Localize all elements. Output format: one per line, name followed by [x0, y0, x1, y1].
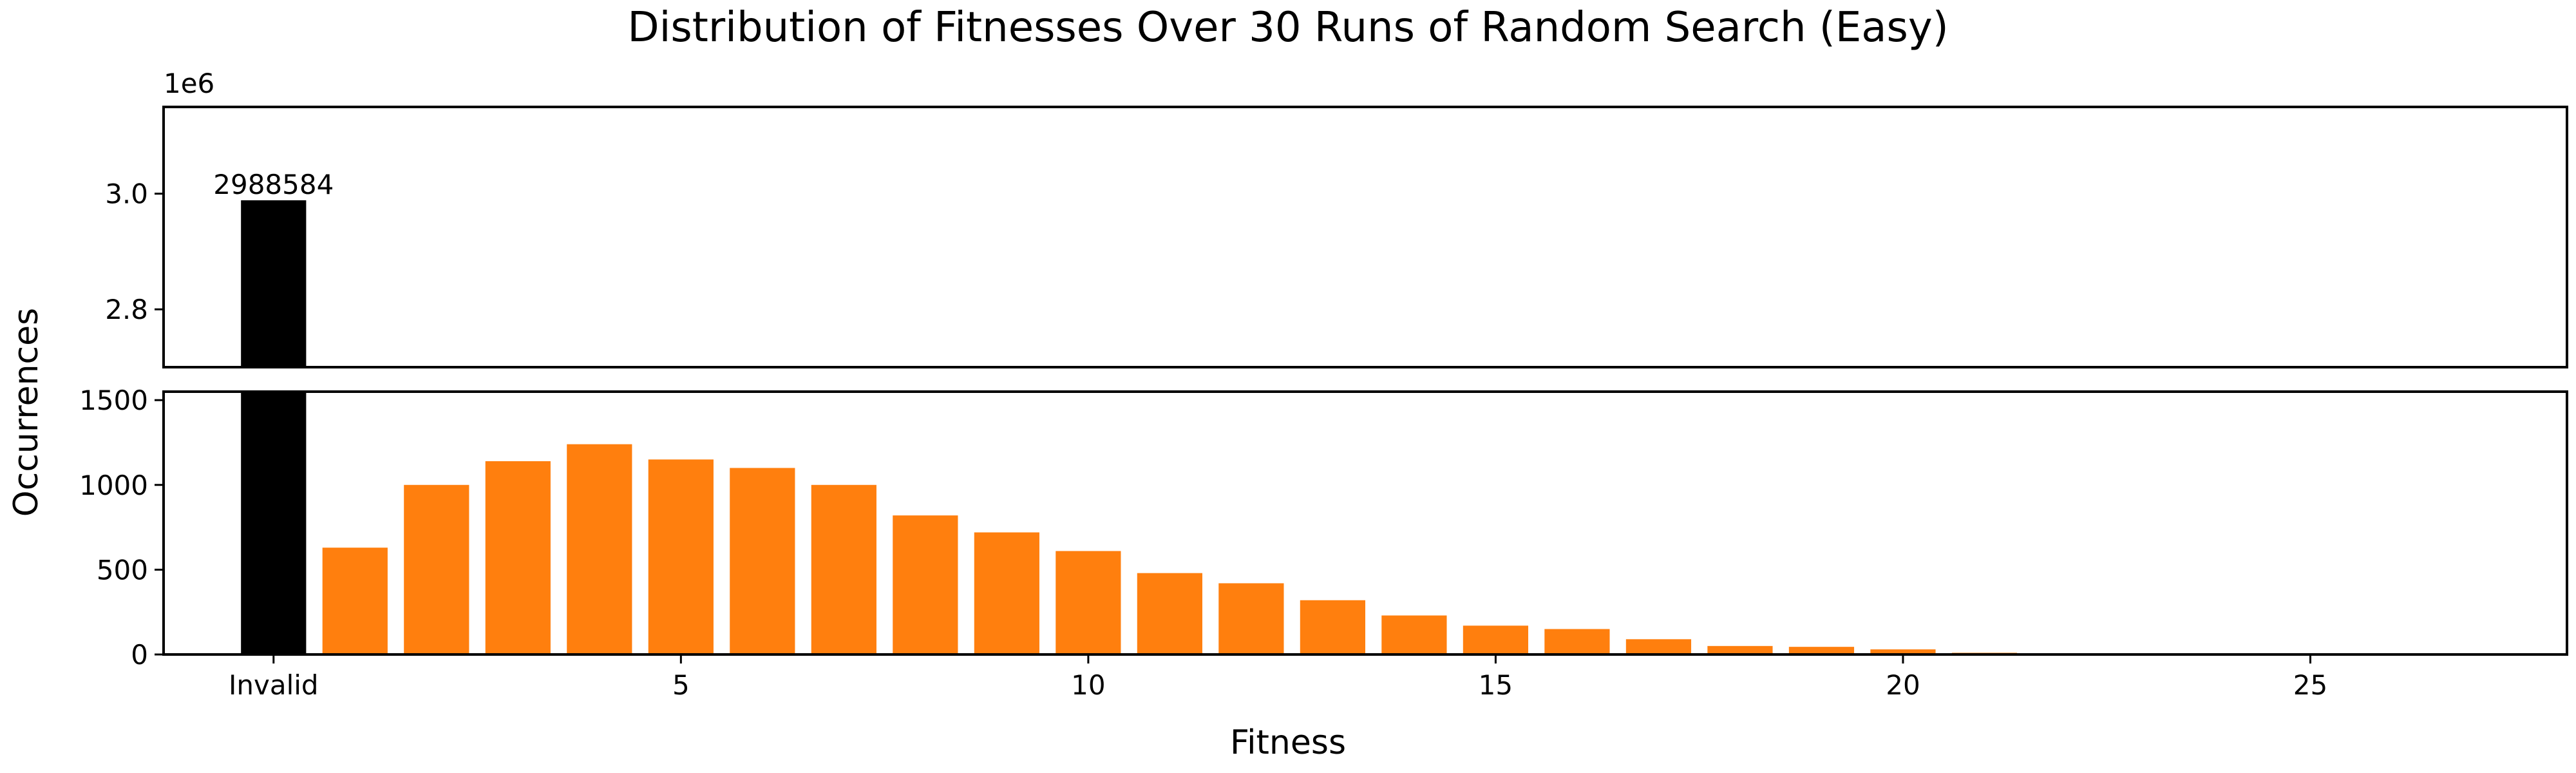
bar-fitness-10	[1056, 551, 1121, 654]
y-axis-label: Occurrences	[7, 308, 46, 517]
chart-title: Distribution of Fitnesses Over 30 Runs o…	[627, 4, 1948, 52]
bar-fitness-9	[974, 532, 1039, 654]
y-offset-label: 1e6	[164, 68, 214, 99]
bar-fitness-7	[811, 484, 876, 654]
bar-fitness-11	[1137, 573, 1202, 654]
bar-fitness-15	[1463, 625, 1529, 654]
top-panel: 2988584 2.8 3.0	[105, 106, 2568, 368]
bar-fitness-13	[1300, 600, 1365, 654]
bar-fitness-2	[404, 484, 469, 654]
bar-fitness-12	[1218, 583, 1284, 654]
bar-fitness-19	[1788, 647, 1855, 654]
x-tick-label: 25	[2293, 669, 2327, 701]
x-tick-label: 10	[1071, 669, 1105, 701]
bottom-panel: 0 500 1000 1500 Invalid 5 10 15 20 25	[79, 385, 2568, 701]
bar-invalid-top	[241, 200, 307, 367]
bottom-bars	[241, 392, 2344, 654]
top-y-tick-label: 2.8	[105, 294, 148, 325]
bottom-y-tick-label: 0	[131, 639, 148, 671]
bar-fitness-6	[730, 468, 795, 654]
bar-fitness-8	[893, 515, 958, 654]
bottom-y-tick-label: 1000	[79, 470, 148, 501]
bar-fitness-1	[322, 548, 388, 654]
x-tick-label: Invalid	[229, 669, 319, 701]
top-panel-frame	[162, 106, 2568, 368]
bar-invalid-bottom	[241, 392, 307, 654]
bar-fitness-20	[1870, 649, 1936, 654]
top-bars	[241, 200, 307, 367]
bottom-y-tick-label: 1500	[79, 385, 148, 416]
bar-fitness-5	[648, 459, 714, 654]
bar-fitness-14	[1381, 615, 1447, 654]
bottom-y-tick-label: 500	[97, 554, 148, 586]
bar-fitness-18	[1707, 645, 1773, 654]
bar-fitness-3	[485, 461, 551, 654]
bar-fitness-17	[1625, 639, 1692, 654]
bar-value-label-invalid: 2988584	[213, 169, 334, 200]
top-y-tick-label: 3.0	[105, 178, 148, 210]
x-tick-label: 20	[1886, 669, 1920, 701]
x-tick-label: 15	[1479, 669, 1513, 701]
x-tick-label: 5	[672, 669, 690, 701]
bar-fitness-4	[567, 444, 632, 654]
bottom-panel-frame	[162, 390, 2568, 656]
x-axis-label: Fitness	[1230, 723, 1346, 762]
bar-fitness-16	[1544, 629, 1610, 654]
